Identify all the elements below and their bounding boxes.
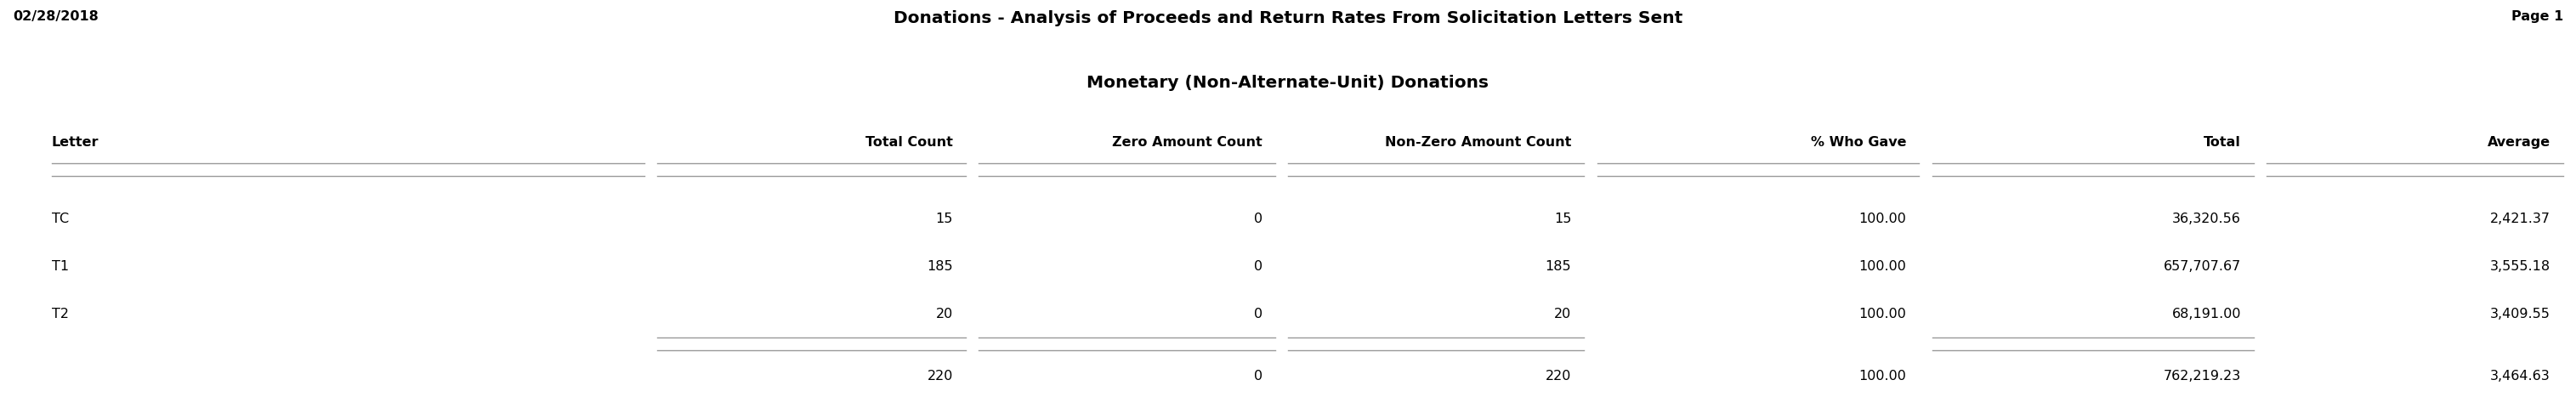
Text: T1: T1 (52, 260, 70, 273)
Text: 3,555.18: 3,555.18 (2491, 260, 2550, 273)
Text: 15: 15 (935, 213, 953, 226)
Text: 36,320.56: 36,320.56 (2172, 213, 2241, 226)
Text: 185: 185 (1546, 260, 1571, 273)
Text: Total Count: Total Count (866, 136, 953, 149)
Text: 0: 0 (1255, 213, 1262, 226)
Text: 657,707.67: 657,707.67 (2164, 260, 2241, 273)
Text: 100.00: 100.00 (1860, 370, 1906, 383)
Text: Average: Average (2488, 136, 2550, 149)
Text: 20: 20 (935, 308, 953, 321)
Text: Letter: Letter (52, 136, 98, 149)
Text: 3,409.55: 3,409.55 (2491, 308, 2550, 321)
Text: 15: 15 (1553, 213, 1571, 226)
Text: 220: 220 (1546, 370, 1571, 383)
Text: 68,191.00: 68,191.00 (2172, 308, 2241, 321)
Text: 3,464.63: 3,464.63 (2491, 370, 2550, 383)
Text: Donations - Analysis of Proceeds and Return Rates From Solicitation Letters Sent: Donations - Analysis of Proceeds and Ret… (894, 10, 1682, 26)
Text: Monetary (Non-Alternate-Unit) Donations: Monetary (Non-Alternate-Unit) Donations (1087, 75, 1489, 91)
Text: 0: 0 (1255, 260, 1262, 273)
Text: 100.00: 100.00 (1860, 308, 1906, 321)
Text: 02/28/2018: 02/28/2018 (13, 10, 98, 23)
Text: 0: 0 (1255, 308, 1262, 321)
Text: 185: 185 (927, 260, 953, 273)
Text: 0: 0 (1255, 370, 1262, 383)
Text: Zero Amount Count: Zero Amount Count (1113, 136, 1262, 149)
Text: 220: 220 (927, 370, 953, 383)
Text: Non-Zero Amount Count: Non-Zero Amount Count (1386, 136, 1571, 149)
Text: 20: 20 (1553, 308, 1571, 321)
Text: Page 1: Page 1 (2512, 10, 2563, 23)
Text: Total: Total (2205, 136, 2241, 149)
Text: 2,421.37: 2,421.37 (2491, 213, 2550, 226)
Text: 100.00: 100.00 (1860, 213, 1906, 226)
Text: % Who Gave: % Who Gave (1811, 136, 1906, 149)
Text: 762,219.23: 762,219.23 (2164, 370, 2241, 383)
Text: T2: T2 (52, 308, 70, 321)
Text: 100.00: 100.00 (1860, 260, 1906, 273)
Text: TC: TC (52, 213, 70, 226)
